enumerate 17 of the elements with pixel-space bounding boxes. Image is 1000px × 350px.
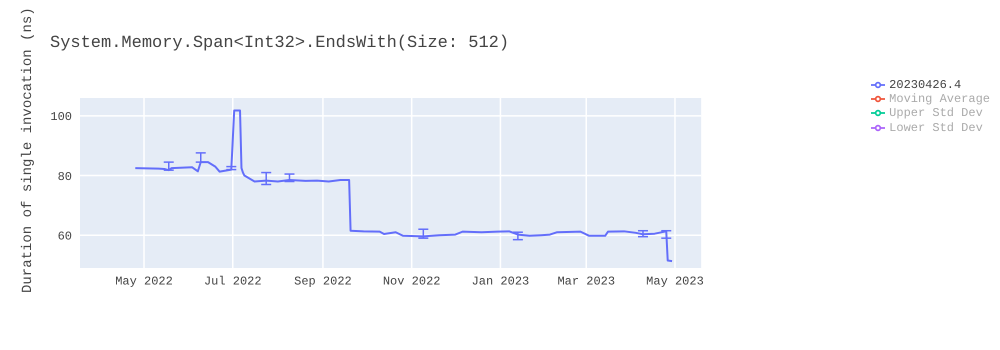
x-tick-label: Sep 2022 [294, 274, 352, 289]
line-series [134, 110, 674, 262]
x-tick-label: Nov 2022 [382, 274, 440, 289]
x-tick-label: May 2023 [646, 274, 704, 289]
y-tick-label: 100 [50, 110, 72, 124]
legend-label: 20230426.4 [889, 78, 962, 92]
x-tick-label: Jan 2023 [472, 274, 530, 289]
x-tick-label: May 2022 [115, 274, 173, 289]
legend-label: Lower Std Dev [889, 120, 983, 135]
y-tick-label: 60 [58, 229, 72, 244]
y-axis-title: Duration of single invocation (ns) [20, 7, 36, 293]
chart-title: System.Memory.Span<Int32>.EndsWith(Size: 512) [50, 34, 510, 53]
x-tick-label: Jul 2022 [204, 274, 262, 289]
y-tick-label: 80 [58, 170, 72, 184]
legend-label: Moving Average [889, 92, 990, 106]
x-tick-label: Mar 2023 [557, 274, 616, 289]
legend-label: Upper Std Dev [889, 106, 983, 121]
